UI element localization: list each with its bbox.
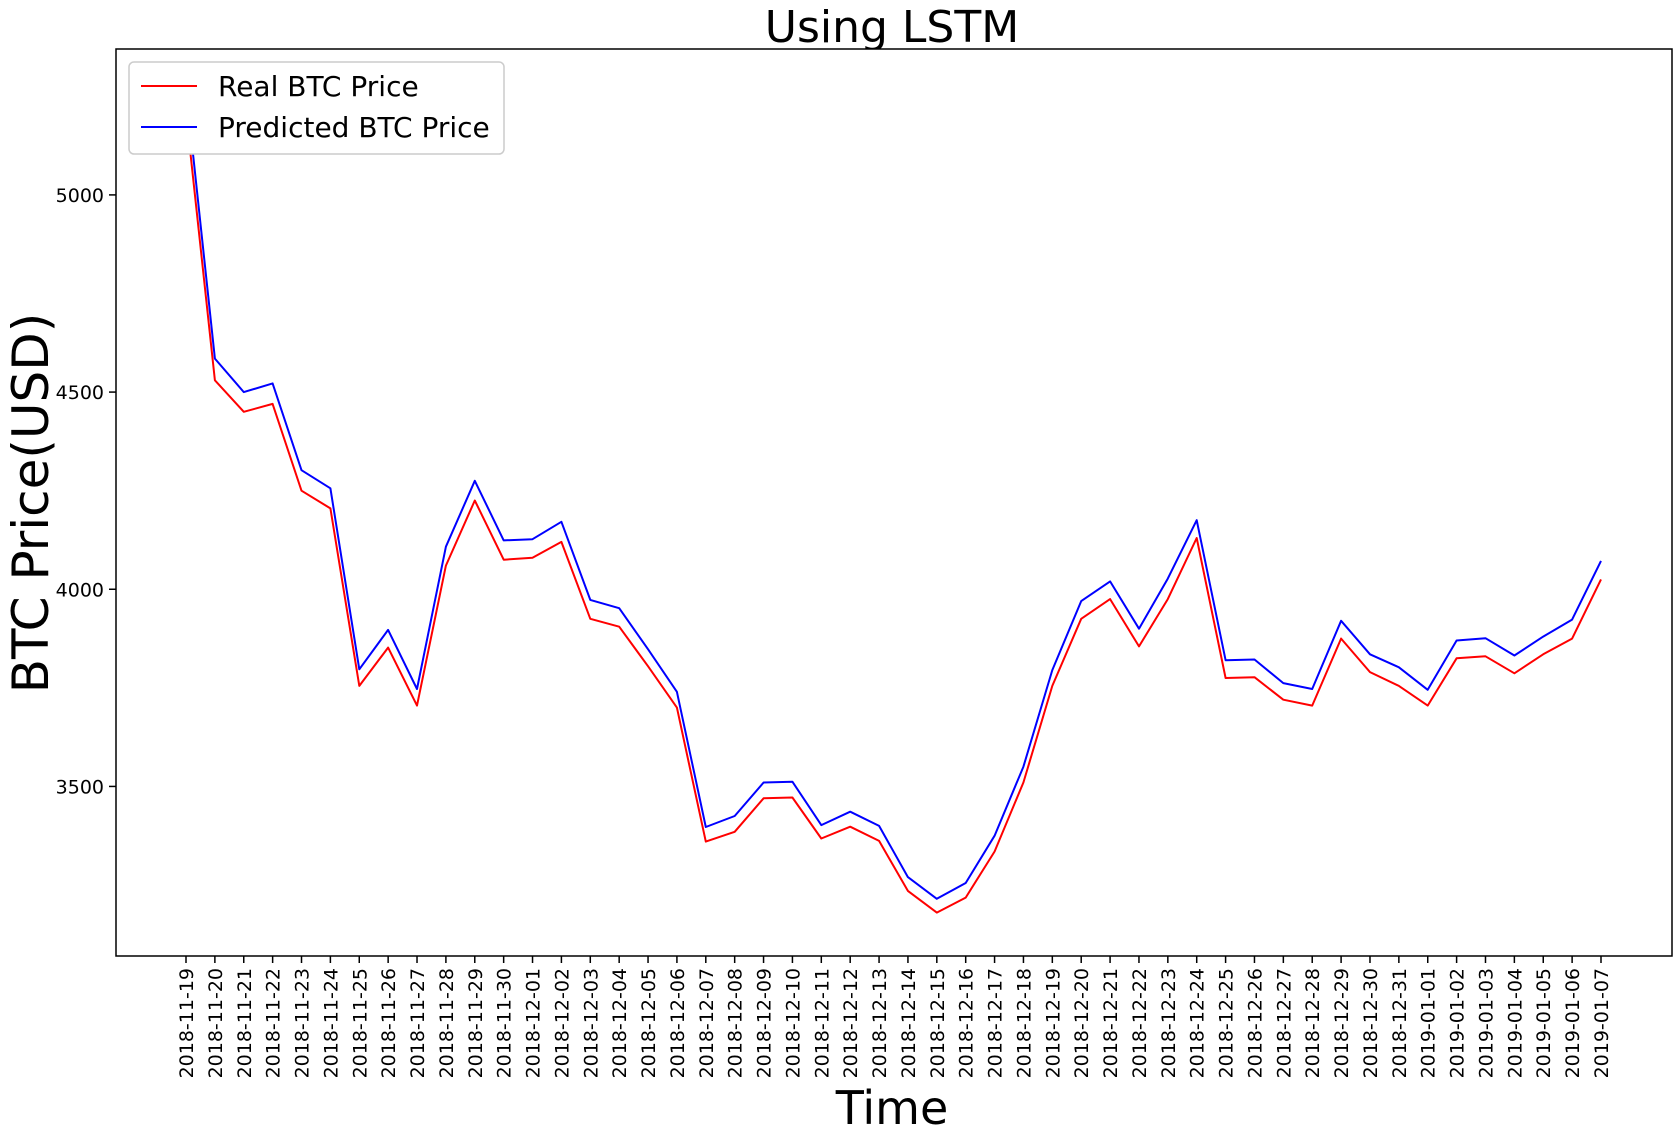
x-tick-label-2018-12-22: 2018-12-22 [1129, 968, 1151, 1078]
series-line-real [185, 111, 1602, 914]
x-tick-label-2018-12-27: 2018-12-27 [1273, 968, 1295, 1078]
x-tick-label-2018-11-27: 2018-11-27 [407, 968, 429, 1078]
y-tick-label-4000: 4000 [56, 579, 104, 601]
x-tick-label-2019-01-06: 2019-01-06 [1562, 968, 1584, 1078]
x-tick-label-2018-11-23: 2018-11-23 [292, 968, 314, 1078]
x-tick-label-2018-12-10: 2018-12-10 [782, 968, 804, 1078]
x-tick-label-2018-12-04: 2018-12-04 [609, 968, 631, 1078]
x-tick-label-2018-12-07: 2018-12-07 [696, 968, 718, 1078]
legend-box [128, 61, 505, 155]
x-axis: 2018-11-19 2018-11-20 2018-11-21 2018-11-22… [176, 956, 1613, 1078]
x-tick-label-2019-01-05: 2019-01-05 [1533, 968, 1555, 1078]
chart-title: Using LSTM [765, 2, 1019, 53]
x-tick-label-2018-11-26: 2018-11-26 [378, 968, 400, 1078]
x-tick-label-2018-11-29: 2018-11-29 [465, 968, 487, 1078]
x-tick-label-2018-12-03: 2018-12-03 [580, 968, 602, 1078]
plot-area [115, 48, 1673, 957]
y-axis: 3500 4000 4500 5000 [56, 185, 116, 798]
x-tick-label-2018-12-05: 2018-12-05 [638, 968, 660, 1078]
x-tick-label-2018-12-30: 2018-12-30 [1360, 968, 1382, 1078]
x-tick-label-2018-11-24: 2018-11-24 [320, 968, 342, 1078]
x-tick-label-2018-12-19: 2018-12-19 [1042, 968, 1064, 1078]
x-tick-label-2018-11-30: 2018-11-30 [494, 968, 516, 1078]
series-line-predicted [185, 88, 1602, 900]
x-tick-label-2018-12-16: 2018-12-16 [956, 968, 978, 1078]
legend-label-real: Real BTC Price [218, 70, 419, 103]
x-tick-label-2018-12-17: 2018-12-17 [985, 968, 1007, 1078]
x-tick-label-2018-11-22: 2018-11-22 [263, 968, 285, 1078]
series-lines [185, 88, 1602, 914]
x-tick-label-2018-11-25: 2018-11-25 [349, 968, 371, 1078]
x-tick-label-2018-12-14: 2018-12-14 [898, 968, 920, 1078]
x-tick-label-2018-12-18: 2018-12-18 [1013, 968, 1035, 1078]
y-axis-label: BTC Price(USD) [2, 313, 60, 694]
legend: Real BTC Price Predicted BTC Price [128, 61, 505, 155]
y-tick-label-5000: 5000 [56, 185, 104, 207]
x-tick-label-2018-12-26: 2018-12-26 [1244, 968, 1266, 1078]
x-tick-label-2019-01-02: 2019-01-02 [1447, 968, 1469, 1078]
x-tick-label-2018-12-25: 2018-12-25 [1216, 968, 1238, 1078]
x-tick-label-2018-12-21: 2018-12-21 [1100, 968, 1122, 1078]
x-tick-label-2018-12-24: 2018-12-24 [1187, 968, 1209, 1078]
y-tick-label-4500: 4500 [56, 382, 104, 404]
x-tick-label-2018-12-31: 2018-12-31 [1389, 968, 1411, 1078]
x-tick-label-2018-12-23: 2018-12-23 [1158, 968, 1180, 1078]
x-tick-label-2018-11-20: 2018-11-20 [205, 968, 227, 1078]
x-tick-label-2018-11-28: 2018-11-28 [436, 968, 458, 1078]
x-tick-label-2019-01-07: 2019-01-07 [1591, 968, 1613, 1078]
x-axis-label: Time [835, 1081, 949, 1134]
x-tick-label-2018-12-01: 2018-12-01 [523, 968, 545, 1078]
y-tick-label-3500: 3500 [56, 776, 104, 798]
x-tick-label-2018-12-12: 2018-12-12 [840, 968, 862, 1078]
x-tick-label-2018-12-11: 2018-12-11 [811, 968, 833, 1078]
x-tick-label-2018-12-09: 2018-12-09 [754, 968, 776, 1078]
x-tick-label-2018-12-08: 2018-12-08 [725, 968, 747, 1078]
x-tick-label-2018-12-13: 2018-12-13 [869, 968, 891, 1078]
x-tick-label-2018-12-28: 2018-12-28 [1302, 968, 1324, 1078]
x-tick-label-2018-11-21: 2018-11-21 [234, 968, 256, 1078]
x-tick-label-2018-12-20: 2018-12-20 [1071, 968, 1093, 1078]
x-tick-label-2019-01-04: 2019-01-04 [1504, 968, 1526, 1078]
legend-label-predicted: Predicted BTC Price [218, 111, 490, 144]
x-tick-label-2019-01-03: 2019-01-03 [1475, 968, 1497, 1078]
x-tick-label-2018-11-19: 2018-11-19 [176, 968, 198, 1078]
x-tick-label-2018-12-15: 2018-12-15 [927, 968, 949, 1078]
x-tick-label-2018-12-06: 2018-12-06 [667, 968, 689, 1078]
x-tick-label-2018-12-29: 2018-12-29 [1331, 968, 1353, 1078]
x-tick-label-2019-01-01: 2019-01-01 [1418, 968, 1440, 1078]
x-tick-label-2018-12-02: 2018-12-02 [551, 968, 573, 1078]
